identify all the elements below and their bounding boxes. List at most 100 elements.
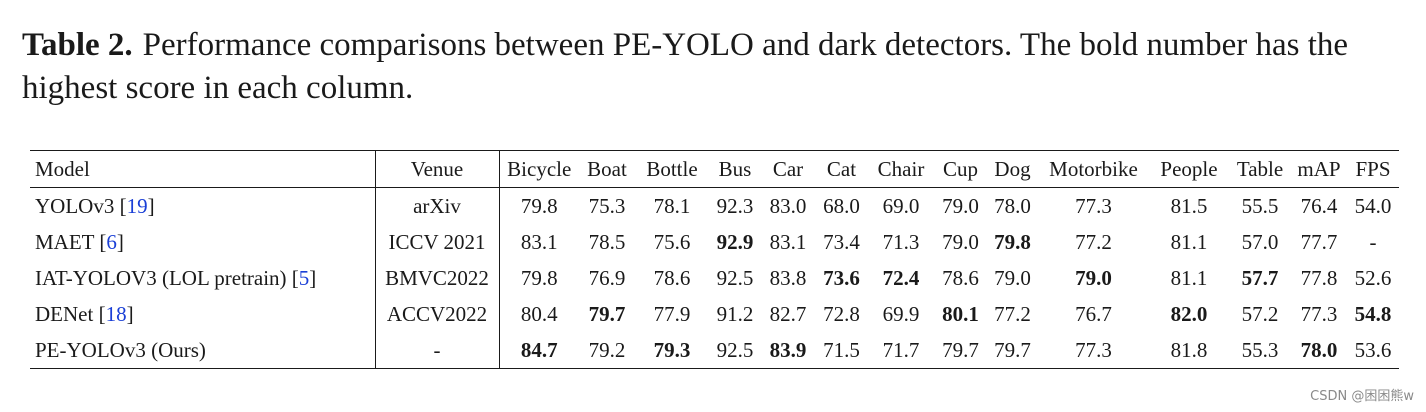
score-cell: 80.4 <box>520 301 558 326</box>
score-cell: 78.5 <box>588 229 626 254</box>
score-cell: 79.2 <box>588 337 626 362</box>
score-cell: 71.5 <box>823 337 860 362</box>
score-cell: 82.7 <box>769 301 807 326</box>
citation-link[interactable]: 5 <box>298 265 310 290</box>
score-cell: 52.6 <box>1354 265 1392 290</box>
score-cell: 55.5 <box>1241 193 1279 218</box>
score-cell: 79.7 <box>588 301 626 326</box>
column-header-boat: Boat <box>587 156 627 181</box>
venue-cell: - <box>375 332 500 369</box>
model-cell: YOLOv3 [19] <box>30 187 376 224</box>
column-header-model: Model <box>30 150 376 188</box>
score-cell: 77.3 <box>1075 193 1112 218</box>
score-cell: 82.0 <box>1170 301 1208 326</box>
score-cell: 91.2 <box>716 301 754 326</box>
column-header-cat: Cat <box>826 156 857 181</box>
column-header-people: People <box>1160 156 1218 181</box>
score-cell: 92.5 <box>716 337 754 362</box>
column-header-bicycle: Bicycle <box>507 156 572 181</box>
score-cell: 77.3 <box>1300 301 1338 326</box>
score-cell: 92.3 <box>716 193 754 218</box>
score-cell: 79.0 <box>1075 265 1112 290</box>
venue-cell: ACCV2022 <box>375 296 500 332</box>
venue-cell: BMVC2022 <box>375 260 500 296</box>
model-name: PE-YOLOv3 (Ours) <box>35 337 206 362</box>
score-cell: 83.0 <box>769 193 807 218</box>
table-row: IAT-YOLOV3 (LOL pretrain) [5] BMVC2022 79.… <box>30 260 1399 296</box>
venue-cell: ICCV 2021 <box>375 224 500 260</box>
column-header-dog: Dog <box>994 156 1031 181</box>
score-cell: 79.7 <box>942 337 979 362</box>
citation-link[interactable]: 18 <box>105 301 127 326</box>
table-header: Model Venue Bicycle Boat Bottle Bus Car Cat Chai… <box>30 150 1399 188</box>
score-cell: 53.6 <box>1354 337 1392 362</box>
column-header-map: mAP <box>1297 156 1341 181</box>
caption-label: Table 2. <box>22 27 133 63</box>
score-cell: 81.5 <box>1170 193 1208 218</box>
column-header-car: Car <box>772 156 804 181</box>
model-cell: DENet [18] <box>30 296 376 332</box>
header-row: Model Venue Bicycle Boat Bottle Bus Car Cat Chai… <box>30 150 1399 188</box>
score-cell: 76.7 <box>1075 301 1112 326</box>
venue-cell: arXiv <box>375 187 500 224</box>
score-cell: 77.2 <box>1075 229 1112 254</box>
score-cell: 77.3 <box>1075 337 1112 362</box>
column-header-bottle: Bottle <box>646 156 698 181</box>
score-cell: 69.0 <box>882 193 920 218</box>
score-cell: 73.6 <box>823 265 860 290</box>
score-cell: 79.0 <box>994 265 1031 290</box>
score-cell: 77.8 <box>1300 265 1338 290</box>
score-cell: 75.3 <box>588 193 626 218</box>
score-cell: 57.2 <box>1241 301 1279 326</box>
score-cell: 71.7 <box>882 337 920 362</box>
column-header-chair: Chair <box>877 156 925 181</box>
column-header-fps: FPS <box>1355 156 1391 181</box>
score-cell: 79.8 <box>994 229 1031 254</box>
score-cell: 80.1 <box>942 301 979 326</box>
table-row: YOLOv3 [19] arXiv 79.8 75.3 78.1 92.3 83.0 68.0… <box>30 187 1399 224</box>
score-cell: 54.8 <box>1354 301 1392 326</box>
score-cell: 77.7 <box>1300 229 1338 254</box>
model-cell: IAT-YOLOV3 (LOL pretrain) [5] <box>30 260 376 296</box>
score-cell: 81.8 <box>1170 337 1208 362</box>
model-name: DENet <box>35 301 94 326</box>
citation-link[interactable]: 6 <box>106 229 117 254</box>
score-cell: 78.1 <box>653 193 691 218</box>
column-header-cup: Cup <box>942 156 978 181</box>
watermark: CSDN @困困熊w <box>1310 389 1414 404</box>
score-cell: 79.7 <box>994 337 1031 362</box>
caption-text: Performance comparisons between PE-YOLO … <box>22 27 1349 106</box>
score-cell: 79.8 <box>520 193 558 218</box>
citation-link[interactable]: 19 <box>126 193 148 218</box>
score-cell: - <box>1369 229 1377 254</box>
score-cell: 79.8 <box>520 265 558 290</box>
score-cell: 76.4 <box>1300 193 1338 218</box>
column-header-motorbike: Motorbike <box>1049 156 1138 181</box>
model-cell: PE-YOLOv3 (Ours) <box>30 332 376 369</box>
score-cell: 78.0 <box>994 193 1031 218</box>
score-cell: 83.1 <box>520 229 558 254</box>
score-cell: 78.6 <box>653 265 691 290</box>
score-cell: 81.1 <box>1170 229 1208 254</box>
score-cell: 55.3 <box>1241 337 1279 362</box>
table-body: YOLOv3 [19] arXiv 79.8 75.3 78.1 92.3 83.0 68.0… <box>30 187 1399 369</box>
table-row: DENet [18] ACCV2022 80.4 79.7 77.9 91.2 82.7 72… <box>30 296 1399 332</box>
score-cell: 77.2 <box>994 301 1031 326</box>
score-cell: 68.0 <box>823 193 860 218</box>
score-cell: 79.3 <box>653 337 691 362</box>
score-cell: 72.4 <box>882 265 920 290</box>
score-cell: 92.5 <box>716 265 754 290</box>
score-cell: 77.9 <box>653 301 691 326</box>
score-cell: 69.9 <box>882 301 920 326</box>
score-cell: 57.0 <box>1241 229 1279 254</box>
results-table-container: Model Venue Bicycle Boat Bottle Bus Car Cat Chai… <box>30 150 1399 369</box>
score-cell: 57.7 <box>1241 265 1279 290</box>
results-table: Model Venue Bicycle Boat Bottle Bus Car Cat Chai… <box>30 150 1399 369</box>
score-cell: 76.9 <box>588 265 626 290</box>
score-cell: 75.6 <box>653 229 691 254</box>
table-row: MAET [6] ICCV 2021 83.1 78.5 75.6 92.9 83.1 73.… <box>30 224 1399 260</box>
column-header-bus: Bus <box>718 156 752 181</box>
score-cell: 84.7 <box>520 337 558 362</box>
model-cell: MAET [6] <box>30 224 376 260</box>
score-cell: 73.4 <box>823 229 860 254</box>
